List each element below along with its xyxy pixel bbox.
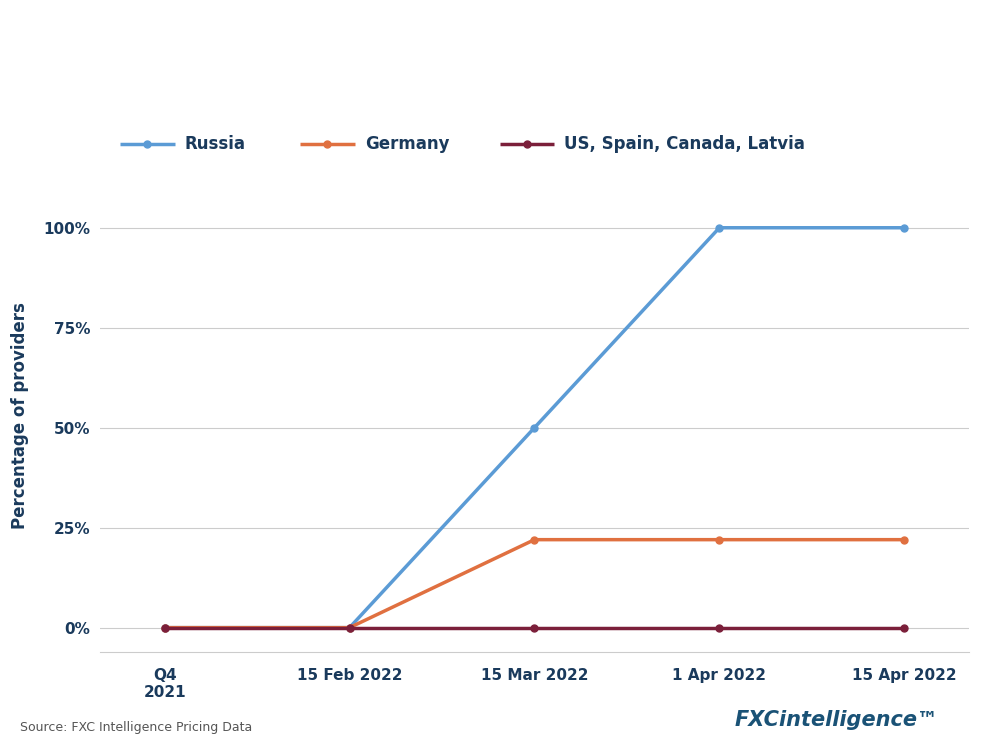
Text: Percentage of providers suspending services to Ukraine: Percentage of providers suspending servi… xyxy=(18,81,600,100)
Text: Russia: Russia xyxy=(185,135,246,154)
Y-axis label: Percentage of providers: Percentage of providers xyxy=(11,303,29,529)
Text: Source: FXC Intelligence Pricing Data: Source: FXC Intelligence Pricing Data xyxy=(20,721,252,734)
Text: The effects of the conflict on remittances to Ukraine: The effects of the conflict on remittanc… xyxy=(18,22,920,52)
Text: intelligence™: intelligence™ xyxy=(0,748,1,749)
Text: Germany: Germany xyxy=(365,135,450,154)
Text: FXC: FXC xyxy=(0,748,1,749)
Text: FXCintelligence™: FXCintelligence™ xyxy=(734,710,938,730)
Text: US, Spain, Canada, Latvia: US, Spain, Canada, Latvia xyxy=(564,135,805,154)
